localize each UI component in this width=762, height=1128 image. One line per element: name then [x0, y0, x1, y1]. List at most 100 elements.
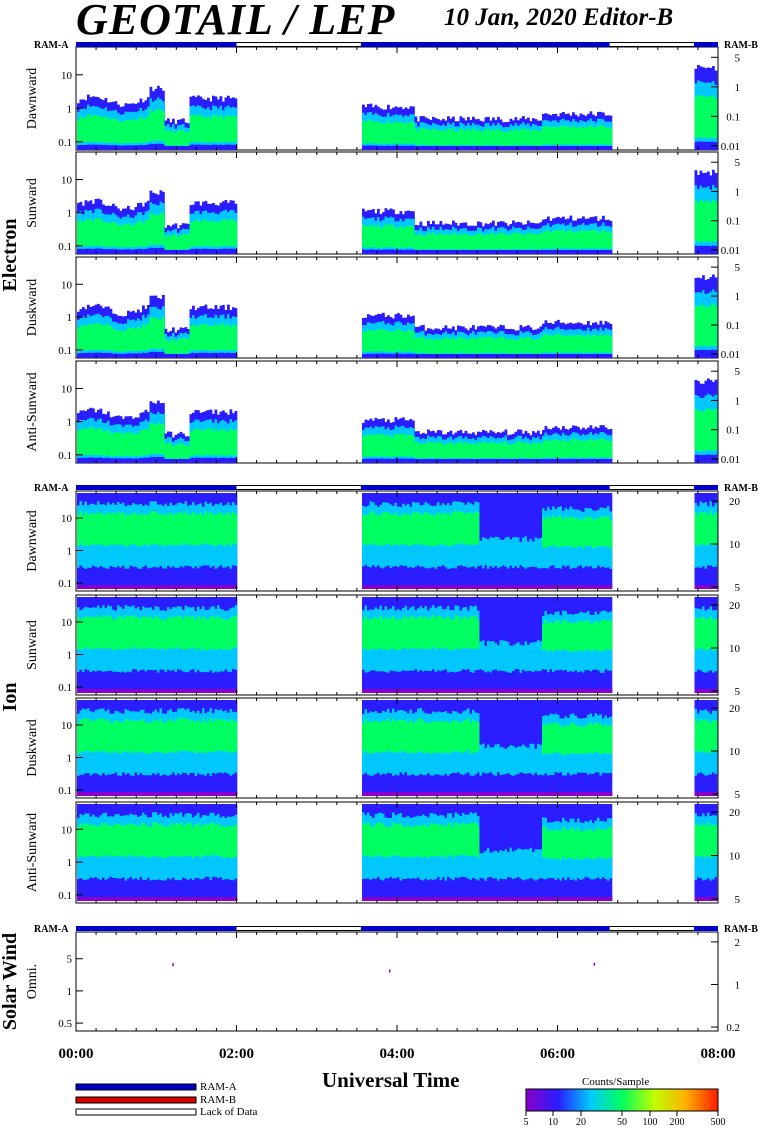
spectrogram-cell — [472, 354, 475, 357]
spectrogram-cell — [609, 232, 613, 250]
spectrogram-cell — [202, 219, 205, 247]
spectrogram-cell — [577, 518, 580, 547]
spectrogram-cell — [714, 619, 718, 650]
spectrogram-cell — [562, 335, 565, 353]
spectrogram-cell — [447, 146, 450, 149]
spectrogram-cell — [382, 689, 385, 693]
spectrogram-cell — [474, 585, 478, 589]
spectrogram-cell — [462, 250, 465, 253]
spectrogram-cell — [124, 119, 128, 143]
spectrogram-cell — [107, 512, 110, 546]
spectrogram-cell — [504, 233, 508, 250]
spectrogram-cell — [184, 234, 188, 250]
spectrogram-cell — [379, 514, 383, 546]
spectrogram-cell — [87, 585, 90, 589]
spectrogram-cell — [699, 689, 703, 693]
spectrogram-cell — [554, 585, 558, 589]
spectrogram-cell — [232, 250, 235, 253]
spectrogram-cell — [497, 250, 500, 253]
spectrogram-cell — [539, 130, 543, 146]
spectrogram-cell — [427, 250, 430, 253]
spectrogram-cell — [129, 585, 133, 589]
spectrogram-cell — [592, 250, 595, 253]
spectrogram-cell — [364, 354, 368, 357]
spectrogram-cell — [509, 597, 513, 693]
spectrogram-cell — [212, 585, 215, 589]
spectrogram-cell — [409, 719, 413, 753]
spectrogram-cell — [492, 146, 495, 149]
spectrogram-cell — [97, 115, 100, 143]
spectrogram-cell — [554, 146, 558, 149]
spectrogram-cell — [442, 689, 445, 693]
spectrogram-cell — [377, 459, 380, 462]
spectrogram-cell — [707, 408, 710, 451]
spectrogram-cell — [399, 121, 403, 144]
spectrogram-cell — [84, 326, 88, 351]
spectrogram-cell — [132, 146, 135, 149]
spectrogram-cell — [167, 341, 170, 355]
spectrogram-cell — [599, 438, 603, 458]
spectrogram-cell — [199, 722, 203, 754]
spectrogram-cell — [702, 512, 705, 545]
spectrogram-cell — [499, 443, 503, 459]
spectrogram-cell — [414, 250, 418, 253]
spectrogram-cell — [107, 719, 110, 752]
spectrogram-cell — [554, 230, 558, 249]
spectrogram-cell — [447, 792, 450, 796]
spectrogram-cell — [494, 235, 498, 250]
spectrogram-cell — [79, 326, 83, 351]
spectrogram-cell — [467, 619, 470, 649]
spectrogram-cell — [414, 128, 418, 145]
spectrogram-cell — [439, 615, 443, 649]
spectrogram-cell — [522, 585, 525, 589]
spectrogram-cell — [189, 146, 193, 149]
spectrogram-cell — [542, 354, 545, 357]
spectrogram-cell — [564, 440, 568, 458]
spectrogram-cell — [379, 722, 383, 754]
y-tick-label: 10 — [61, 279, 73, 291]
spectrogram-cell — [389, 436, 393, 457]
spectrogram-cell — [399, 354, 403, 357]
spectrogram-cell — [137, 689, 140, 693]
spectrogram-cell — [234, 514, 238, 545]
spectrogram-cell — [527, 459, 530, 462]
spectrogram-cell — [484, 354, 488, 357]
spectrogram-cell — [512, 459, 515, 462]
spectrogram-cell — [449, 129, 453, 146]
spectrogram-cell — [712, 619, 715, 651]
spectrogram-cell — [199, 146, 203, 149]
y-tick-label: 0.1 — [58, 682, 72, 694]
spectrogram-cell — [502, 689, 505, 693]
spectrogram-cell — [467, 443, 470, 459]
spectrogram-cell — [567, 622, 570, 652]
spectrogram-cell — [402, 123, 405, 144]
spectrogram-cell — [452, 354, 455, 357]
spectrogram-cell — [82, 585, 85, 589]
spectrogram-cell — [364, 459, 368, 462]
spectrogram-cell — [369, 792, 373, 796]
spectrogram-cell — [534, 234, 538, 250]
spectrogram-cell — [457, 250, 460, 253]
spectrogram-cell — [534, 339, 538, 354]
spectrogram-cell — [442, 792, 445, 796]
spectrogram-cell — [377, 250, 380, 253]
spectrogram-cell — [459, 689, 463, 693]
spectrogram-cell — [527, 689, 530, 693]
spectrogram-cell — [519, 541, 523, 566]
spectrogram-cell — [372, 354, 375, 357]
spectrogram-cell — [152, 618, 155, 650]
spectrogram-cell — [567, 230, 570, 249]
spectrogram-cell — [437, 250, 440, 253]
spectrogram-cell — [112, 512, 115, 545]
spectrogram-cell — [392, 122, 395, 144]
spectrogram-cell — [607, 250, 610, 253]
y-tick-label: 5 — [735, 366, 741, 378]
spectrogram-cell — [602, 459, 605, 462]
spectrogram-cell — [129, 327, 133, 352]
spectrogram-cell — [102, 431, 105, 456]
spectrogram-cell — [152, 792, 155, 796]
spectrogram-cell — [484, 597, 488, 693]
spectrogram-cell — [179, 459, 183, 462]
spectrogram-cell — [212, 430, 215, 456]
spectrogram-cell — [437, 338, 440, 354]
